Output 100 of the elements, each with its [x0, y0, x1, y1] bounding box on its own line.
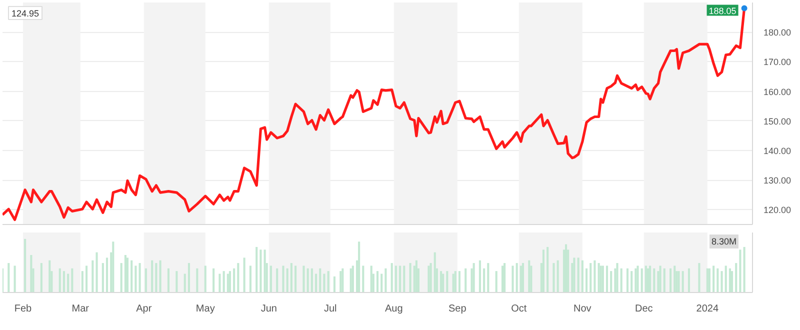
bar: [698, 263, 700, 292]
bar: [350, 268, 352, 292]
bar: [394, 266, 397, 292]
bar: [8, 263, 10, 292]
bar: [626, 268, 629, 292]
bar: [276, 268, 278, 292]
bar: [102, 263, 104, 292]
bar: [501, 266, 504, 292]
bar: [270, 266, 272, 292]
bar: [340, 271, 342, 292]
bar: [399, 266, 402, 292]
bar: [546, 246, 549, 292]
bar: [138, 263, 141, 292]
annotation: 8.30M: [711, 236, 736, 246]
bar: [440, 271, 442, 292]
bar: [452, 274, 454, 292]
bar: [616, 263, 618, 292]
bar: [112, 242, 114, 292]
bar: [483, 268, 486, 292]
bar: [724, 266, 727, 292]
bar: [130, 260, 133, 292]
bar: [495, 271, 498, 292]
bar: [249, 266, 252, 292]
bar: [708, 268, 710, 292]
bar: [670, 268, 672, 292]
bar: [228, 271, 231, 292]
bar: [415, 260, 418, 292]
bar: [735, 263, 738, 292]
bar: [458, 271, 460, 292]
x-tick-label: Oct: [511, 304, 527, 314]
bar: [634, 268, 637, 292]
bar: [640, 268, 643, 292]
bar: [644, 266, 647, 292]
bar: [630, 271, 633, 292]
bar: [256, 246, 258, 292]
bar: [212, 268, 215, 292]
bar: [504, 263, 506, 292]
bar: [454, 271, 456, 292]
bar: [58, 268, 61, 292]
bar: [522, 263, 524, 292]
y-tick-label: 170.00: [764, 57, 792, 68]
bar: [314, 274, 318, 292]
bar: [67, 274, 70, 292]
bar: [620, 268, 622, 292]
bar: [233, 268, 236, 292]
bar: [120, 263, 122, 292]
x-tick-label: Jun: [260, 304, 277, 314]
bar: [124, 255, 126, 292]
y-tick-label: 120.00: [764, 205, 792, 216]
bar: [333, 276, 336, 292]
x-tick-label: Feb: [14, 304, 32, 314]
bar: [342, 268, 344, 292]
bar: [720, 271, 723, 292]
y-tick-label: 140.00: [764, 146, 792, 156]
annotation: 188.05: [708, 6, 736, 16]
bar: [610, 271, 612, 292]
bar: [362, 266, 364, 292]
bar: [646, 268, 650, 292]
bar: [327, 271, 330, 292]
bar: [730, 271, 734, 292]
bar: [30, 255, 32, 292]
bar: [636, 266, 639, 292]
y-tick-label: 130.00: [764, 176, 792, 186]
bar: [370, 266, 372, 292]
annotation: 124.95: [12, 8, 40, 18]
bar: [649, 266, 652, 292]
bar: [674, 266, 676, 292]
bar: [594, 260, 596, 292]
bar: [581, 260, 584, 292]
bar: [390, 263, 393, 292]
y-tick-label: 150.00: [764, 116, 792, 126]
x-tick-label: Sep: [448, 304, 467, 314]
bar: [520, 266, 522, 292]
bar: [106, 258, 108, 292]
bar: [310, 268, 313, 292]
bar: [352, 266, 354, 292]
bar: [739, 250, 742, 292]
y-tick-label: 180.00: [764, 28, 792, 38]
bar: [564, 244, 568, 292]
bar: [712, 266, 715, 292]
bar: [602, 266, 604, 292]
x-tick-label: Apr: [136, 304, 152, 314]
x-tick-label: Aug: [384, 304, 403, 314]
bar: [728, 268, 731, 292]
bar: [384, 268, 387, 292]
bar: [218, 274, 221, 292]
bar: [176, 271, 178, 292]
bar: [590, 263, 592, 292]
bar: [706, 268, 708, 292]
bar: [446, 271, 448, 292]
bar: [188, 263, 190, 292]
bar: [92, 260, 94, 292]
x-tick-label: Mar: [72, 304, 90, 314]
bar: [472, 263, 475, 292]
bar: [48, 260, 51, 292]
bar: [716, 268, 719, 292]
bar: [243, 258, 246, 292]
bar: [40, 263, 42, 292]
x-tick-label: May: [196, 304, 215, 314]
bar: [226, 274, 229, 292]
